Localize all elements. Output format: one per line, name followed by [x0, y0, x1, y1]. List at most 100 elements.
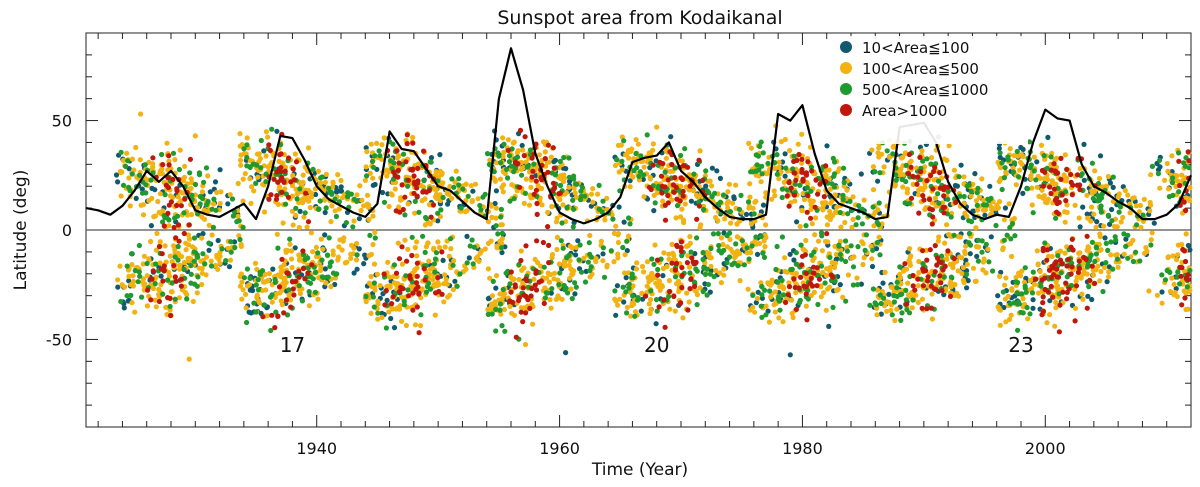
data-point	[124, 150, 130, 156]
data-point	[404, 132, 410, 138]
data-point	[727, 236, 733, 243]
data-point	[1028, 162, 1034, 168]
data-point	[791, 276, 797, 282]
data-point	[1029, 202, 1035, 208]
data-point	[990, 268, 996, 274]
data-point	[651, 208, 657, 214]
data-point	[384, 283, 390, 290]
data-point	[758, 234, 764, 240]
data-point	[293, 205, 299, 211]
data-point	[413, 280, 420, 286]
data-point	[326, 185, 332, 191]
data-point	[669, 161, 675, 168]
data-point	[133, 144, 139, 151]
data-point	[1177, 182, 1183, 189]
data-point	[1187, 184, 1193, 191]
data-point	[326, 235, 332, 241]
data-point	[418, 312, 424, 318]
data-point	[1070, 182, 1076, 188]
legend-marker	[840, 83, 852, 95]
data-point	[582, 279, 589, 285]
data-point	[166, 153, 172, 159]
data-point	[509, 182, 515, 188]
data-point	[258, 137, 264, 144]
data-point	[299, 298, 305, 304]
data-point	[1018, 144, 1024, 151]
data-point	[1164, 267, 1170, 274]
data-point	[855, 282, 861, 288]
data-point	[119, 282, 125, 288]
data-point	[1151, 220, 1157, 226]
data-point	[920, 158, 926, 164]
data-point	[571, 185, 577, 191]
data-point	[869, 256, 875, 262]
data-point	[1053, 181, 1059, 187]
data-point	[859, 239, 865, 245]
data-point	[561, 260, 568, 266]
data-point	[128, 251, 135, 257]
data-point	[641, 194, 647, 200]
data-point	[412, 322, 419, 328]
data-point	[253, 309, 259, 315]
data-point	[388, 315, 394, 322]
data-point	[505, 175, 511, 181]
data-point	[779, 186, 786, 192]
data-point	[485, 311, 491, 317]
data-point	[1044, 320, 1050, 326]
data-point	[250, 287, 256, 294]
data-point	[792, 284, 798, 291]
data-point	[394, 155, 400, 161]
data-point	[1062, 209, 1068, 215]
data-point	[476, 258, 482, 264]
data-point	[498, 311, 504, 317]
data-point	[500, 153, 506, 160]
data-point	[1045, 196, 1051, 202]
data-point	[146, 159, 152, 165]
data-point	[217, 167, 223, 173]
data-point	[673, 215, 679, 221]
data-point	[728, 220, 734, 226]
data-point	[547, 271, 554, 278]
data-point	[736, 206, 743, 212]
data-point	[1122, 187, 1128, 194]
data-point	[366, 253, 372, 259]
data-point	[493, 328, 499, 334]
data-point	[412, 210, 418, 216]
data-point	[175, 194, 181, 200]
data-point	[448, 236, 454, 242]
data-point	[279, 288, 285, 294]
data-point	[551, 165, 557, 171]
data-point	[957, 193, 963, 199]
data-point	[616, 169, 622, 175]
data-point	[150, 268, 156, 274]
data-point	[452, 179, 458, 185]
data-point	[765, 280, 771, 286]
data-point	[679, 176, 686, 182]
data-point	[1069, 192, 1075, 198]
data-point	[183, 247, 189, 253]
data-point	[949, 282, 955, 288]
data-point	[152, 281, 158, 287]
data-point	[432, 269, 438, 275]
data-point	[678, 152, 684, 159]
data-point	[729, 262, 735, 268]
data-point	[405, 177, 411, 183]
data-point	[364, 192, 371, 198]
data-point	[396, 160, 402, 166]
data-point	[629, 300, 635, 306]
data-point	[261, 148, 267, 154]
data-point	[937, 273, 943, 279]
data-point	[350, 224, 356, 230]
data-point	[630, 293, 636, 299]
data-point	[1034, 159, 1040, 165]
data-point	[506, 159, 512, 165]
data-point	[402, 212, 408, 218]
data-point	[1027, 311, 1033, 317]
data-point	[710, 231, 717, 237]
data-point	[279, 256, 285, 262]
data-point	[738, 192, 744, 198]
data-point	[330, 252, 336, 258]
data-point	[489, 214, 495, 220]
data-point	[269, 299, 275, 305]
data-point	[1105, 212, 1111, 218]
